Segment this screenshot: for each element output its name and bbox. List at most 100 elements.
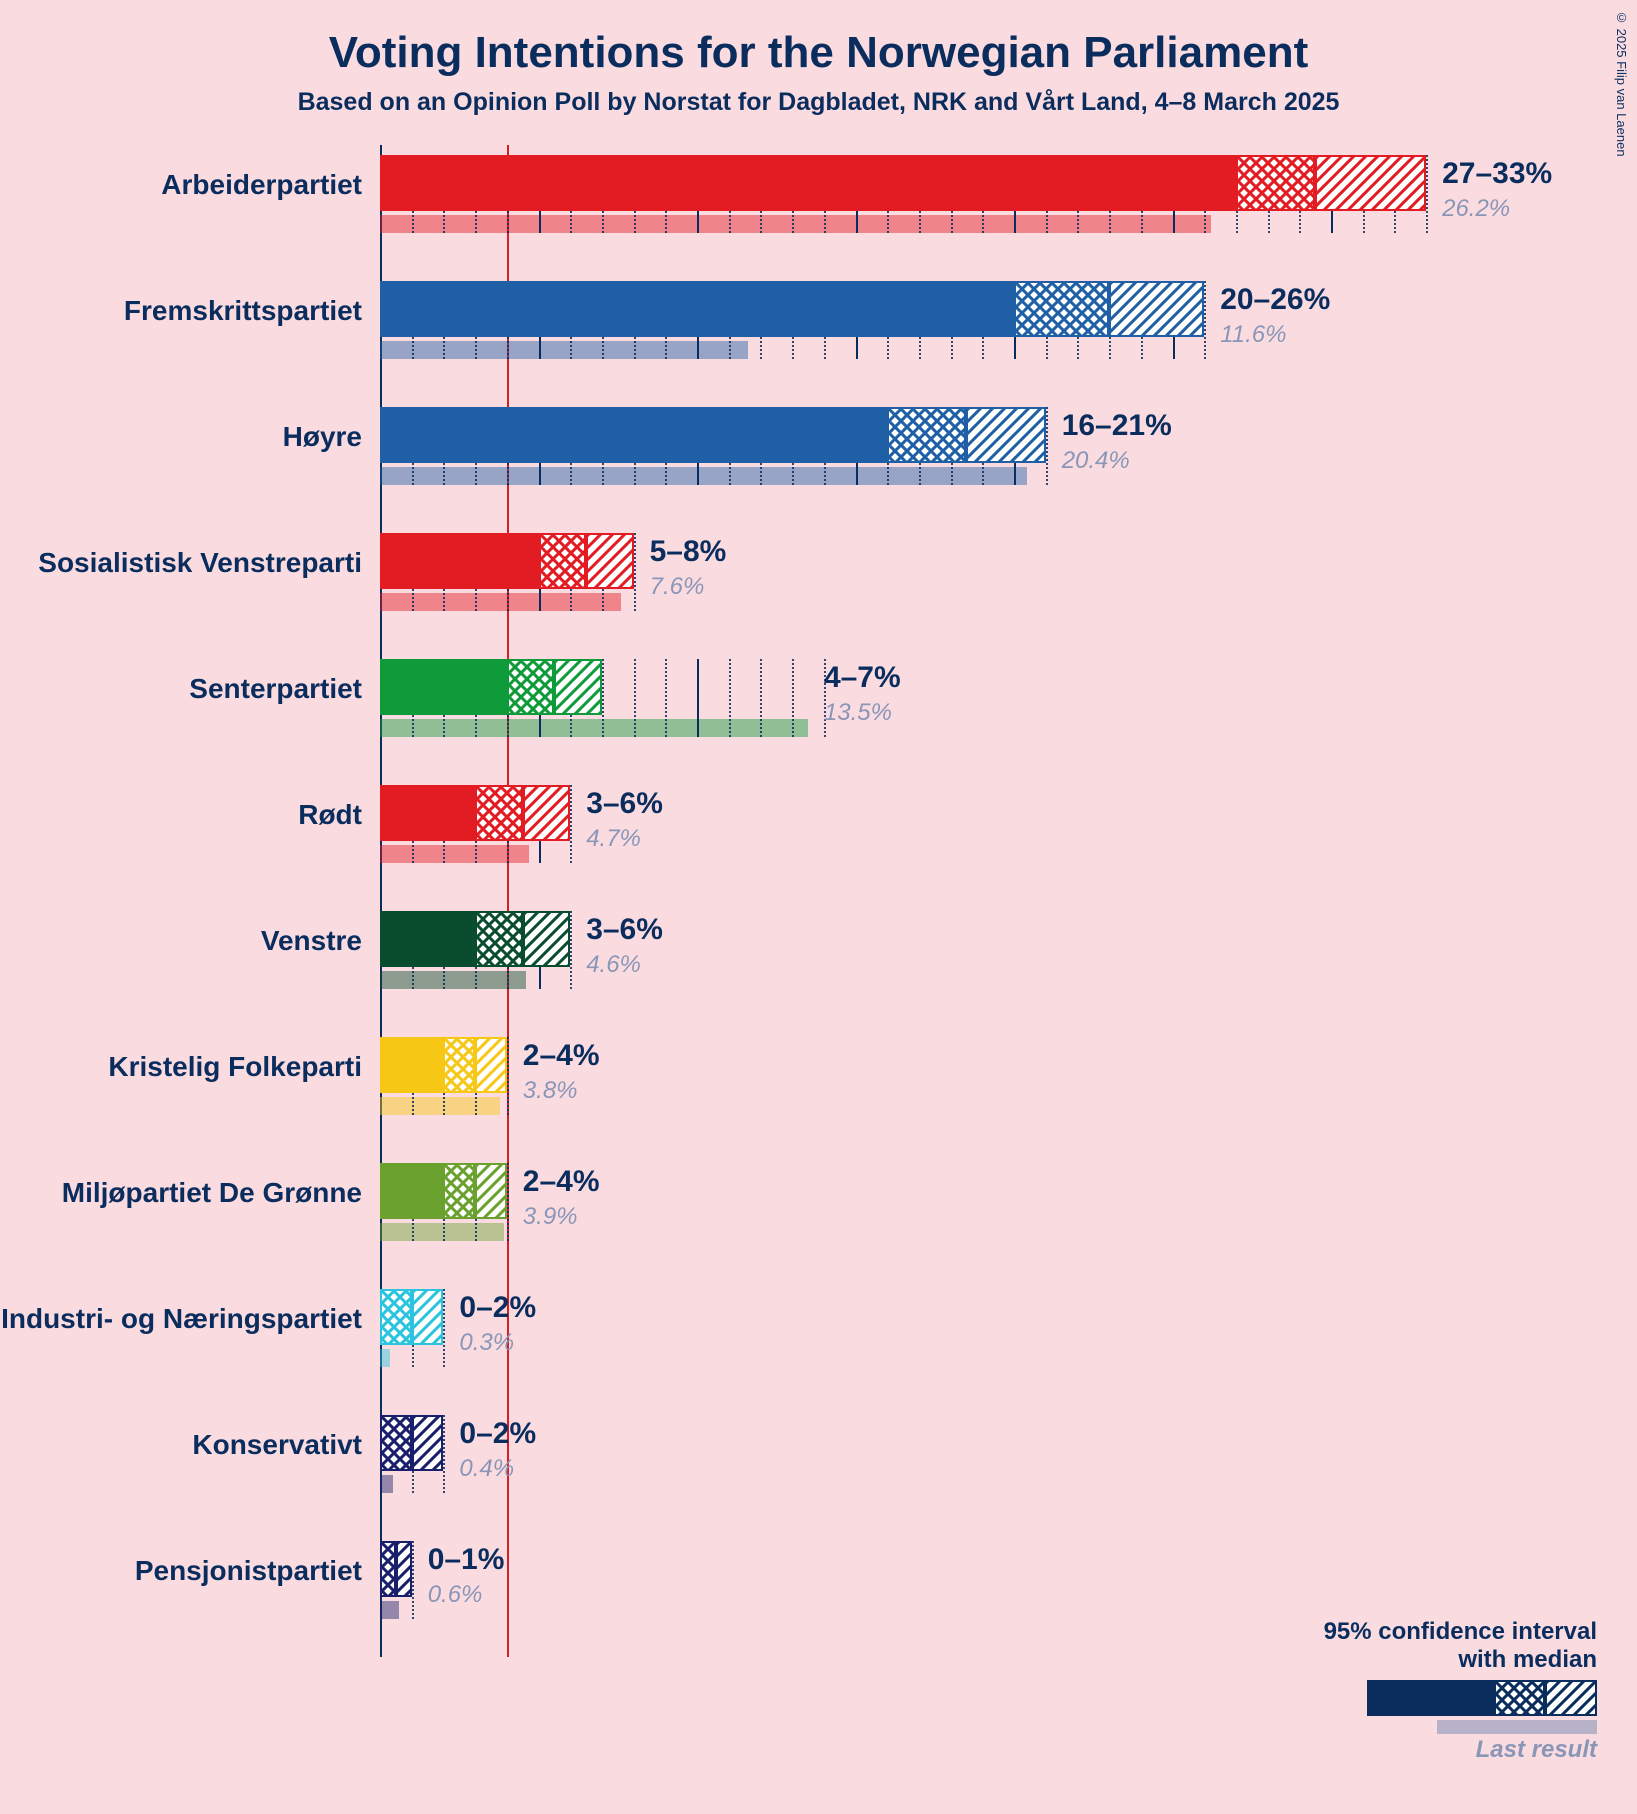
value-range: 0–1% [428, 1543, 505, 1577]
party-row: Kristelig Folkeparti2–4%3.8% [380, 1027, 1560, 1153]
value-previous: 7.6% [650, 573, 705, 601]
bar-crosshatch-segment [475, 785, 523, 841]
party-label: Miljøpartiet De Grønne [62, 1177, 362, 1209]
party-label: Rødt [298, 799, 362, 831]
value-range: 2–4% [523, 1165, 600, 1199]
value-range: 4–7% [824, 661, 901, 695]
gridline [443, 1289, 445, 1367]
bar-crosshatch-segment [380, 1415, 412, 1471]
gridline [507, 1163, 509, 1241]
party-label: Konservativt [192, 1429, 362, 1461]
legend-ci-line1: 95% confidence interval [1324, 1618, 1597, 1646]
confidence-bar [380, 407, 1046, 463]
bar-solid-segment [380, 911, 475, 967]
bar-diag-hatch-segment [475, 1163, 507, 1219]
bar-solid-segment [380, 533, 539, 589]
confidence-bar [380, 155, 1426, 211]
value-previous: 26.2% [1442, 195, 1510, 223]
bar-crosshatch-segment [380, 1541, 396, 1597]
previous-result-bar [380, 845, 529, 863]
previous-result-bar [380, 1601, 399, 1619]
gridline [1204, 281, 1206, 359]
chart-subtitle: Based on an Opinion Poll by Norstat for … [0, 88, 1637, 117]
legend-diag-segment [1545, 1680, 1597, 1716]
party-label: Industri- og Næringspartiet [1, 1303, 362, 1335]
bar-diag-hatch-segment [412, 1289, 444, 1345]
party-row: Rødt3–6%4.7% [380, 775, 1560, 901]
confidence-bar [380, 1415, 443, 1471]
legend-solid-segment [1367, 1680, 1494, 1716]
confidence-bar [380, 1037, 507, 1093]
bar-crosshatch-segment [507, 659, 555, 715]
previous-result-bar [380, 1097, 500, 1115]
previous-result-bar [380, 1475, 393, 1493]
gridline [570, 911, 572, 989]
party-label: Sosialistisk Venstreparti [38, 547, 362, 579]
value-previous: 4.7% [586, 825, 641, 853]
confidence-bar [380, 281, 1204, 337]
gridline [1046, 407, 1048, 485]
previous-result-bar [380, 719, 808, 737]
bar-chart: Arbeiderpartiet27–33%26.2%Fremskrittspar… [380, 145, 1560, 1693]
party-row: Høyre16–21%20.4% [380, 397, 1560, 523]
bar-solid-segment [380, 407, 887, 463]
bar-diag-hatch-segment [554, 659, 602, 715]
bar-solid-segment [380, 155, 1236, 211]
previous-result-bar [380, 1349, 390, 1367]
bar-crosshatch-segment [380, 1289, 412, 1345]
value-previous: 0.4% [459, 1455, 514, 1483]
bar-solid-segment [380, 281, 1014, 337]
party-row: Miljøpartiet De Grønne2–4%3.9% [380, 1153, 1560, 1279]
confidence-bar [380, 1163, 507, 1219]
gridline [1426, 155, 1428, 233]
gridline [507, 1037, 509, 1115]
value-range: 16–21% [1062, 409, 1172, 443]
value-previous: 13.5% [824, 699, 892, 727]
party-label: Pensjonistpartiet [135, 1555, 362, 1587]
chart-legend: 95% confidence interval with median Last… [1324, 1618, 1597, 1764]
bar-crosshatch-segment [887, 407, 966, 463]
party-label: Arbeiderpartiet [161, 169, 362, 201]
party-row: Senterpartiet4–7%13.5% [380, 649, 1560, 775]
value-range: 20–26% [1220, 283, 1330, 317]
party-row: Industri- og Næringspartiet0–2%0.3% [380, 1279, 1560, 1405]
value-previous: 3.9% [523, 1203, 578, 1231]
confidence-bar [380, 1289, 443, 1345]
value-previous: 3.8% [523, 1077, 578, 1105]
party-row: Venstre3–6%4.6% [380, 901, 1560, 1027]
previous-result-bar [380, 215, 1211, 233]
value-previous: 20.4% [1062, 447, 1130, 475]
bar-solid-segment [380, 785, 475, 841]
bar-solid-segment [380, 659, 507, 715]
bar-diag-hatch-segment [1109, 281, 1204, 337]
value-range: 2–4% [523, 1039, 600, 1073]
bar-crosshatch-segment [443, 1163, 475, 1219]
value-range: 3–6% [586, 913, 663, 947]
bar-diag-hatch-segment [523, 785, 571, 841]
bar-crosshatch-segment [1014, 281, 1109, 337]
gridline [634, 533, 636, 611]
value-previous: 0.6% [428, 1581, 483, 1609]
bar-diag-hatch-segment [523, 911, 571, 967]
party-label: Høyre [283, 421, 362, 453]
gridline [570, 785, 572, 863]
confidence-bar [380, 1541, 412, 1597]
gridline [412, 1541, 414, 1619]
legend-swatch-bar [1367, 1680, 1597, 1716]
value-range: 27–33% [1442, 157, 1552, 191]
previous-result-bar [380, 467, 1027, 485]
party-row: Arbeiderpartiet27–33%26.2% [380, 145, 1560, 271]
previous-result-bar [380, 971, 526, 989]
value-previous: 4.6% [586, 951, 641, 979]
previous-result-bar [380, 593, 621, 611]
bar-diag-hatch-segment [412, 1415, 444, 1471]
party-label: Venstre [261, 925, 362, 957]
legend-ci-line2: with median [1324, 1646, 1597, 1674]
gridline [443, 1415, 445, 1493]
party-label: Senterpartiet [189, 673, 362, 705]
value-range: 5–8% [650, 535, 727, 569]
bar-crosshatch-segment [1236, 155, 1315, 211]
bar-diag-hatch-segment [1315, 155, 1426, 211]
confidence-bar [380, 659, 602, 715]
copyright-text: © 2025 Filip van Laenen [1614, 10, 1629, 157]
